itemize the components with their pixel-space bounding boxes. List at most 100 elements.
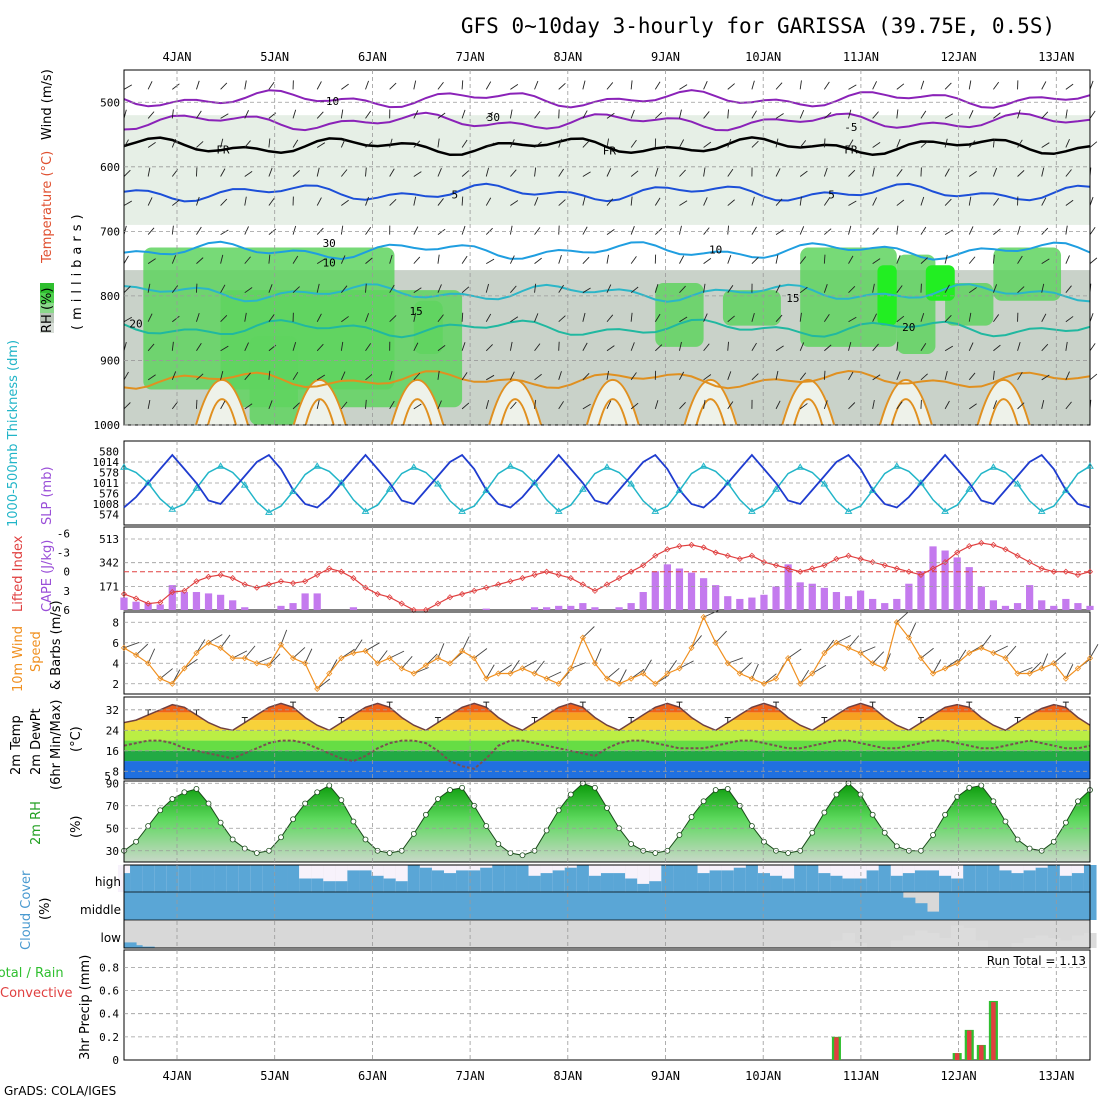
wind-barb: [461, 286, 470, 294]
wind-barb: [751, 342, 757, 352]
wind-speed-marker: [531, 670, 538, 677]
wind-speed-marker: [616, 680, 623, 687]
rh-tick: 50: [106, 822, 119, 835]
rh-marker: [724, 785, 731, 792]
li-marker: [785, 565, 792, 572]
li-marker: [845, 552, 852, 559]
wind-speed-marker: [676, 665, 683, 672]
rh-marker: [422, 811, 429, 818]
wind-barb: [823, 639, 835, 654]
wind-barb: [606, 370, 610, 380]
cape-bar: [204, 593, 213, 610]
cape-bar: [736, 598, 744, 610]
wind-speed-marker: [398, 665, 405, 672]
wind-barb: [703, 343, 710, 352]
wind-barb: [509, 225, 513, 235]
thickness-marker: [554, 507, 563, 514]
bottom-date-label: 5JAN: [260, 1069, 289, 1083]
wind-barb: [896, 109, 899, 119]
low-cloud-clear: [1047, 938, 1061, 948]
cape-bar: [132, 601, 140, 610]
low-cloud-clear: [975, 940, 988, 948]
wind-speed-marker: [700, 614, 707, 621]
wind-barb: [920, 647, 934, 659]
thickness-marker: [578, 485, 587, 492]
wind-barb: [775, 168, 781, 177]
wind-speed-marker: [133, 651, 140, 659]
wind-barb: [993, 314, 1000, 322]
wind-speed-marker: [374, 660, 381, 667]
cloud-cell: [902, 897, 916, 920]
wind-barb: [968, 196, 972, 206]
wind-barb: [630, 80, 633, 90]
wind-barb: [679, 169, 686, 177]
wind-barb: [220, 634, 231, 649]
cloud-cell: [939, 875, 952, 892]
wind-barb: [292, 286, 300, 294]
wind-barb: [1089, 313, 1094, 322]
cloud-cell: [142, 865, 155, 892]
cloud-cell: [914, 903, 928, 920]
cloud-cell: [709, 892, 723, 920]
li-marker: [495, 581, 502, 588]
wind-barb: [461, 255, 468, 264]
wind-barb: [944, 198, 952, 206]
wind-speed-marker: [591, 660, 598, 667]
precip-tick: 0.4: [99, 1008, 119, 1021]
wind-barb: [823, 400, 828, 410]
rh-marker: [145, 823, 152, 829]
wind-barb: [244, 372, 251, 381]
wind-barb: [244, 312, 247, 322]
wind-barb: [123, 255, 129, 264]
wind-barb: [872, 142, 881, 148]
wind-barb: [823, 197, 830, 206]
cloud-cell: [987, 865, 1000, 892]
rh-marker: [761, 838, 767, 845]
thickness-marker: [120, 463, 128, 470]
cloud-cell: [468, 892, 481, 920]
dewpt-label: 2m DewPt: [29, 708, 44, 775]
li-marker: [241, 581, 248, 588]
li-tick: 0: [63, 566, 70, 579]
wind-speed-marker: [471, 655, 478, 662]
wind-barb: [944, 370, 948, 380]
wind-barb: [244, 196, 247, 206]
wind-barb: [268, 284, 273, 293]
wind-barb: [509, 371, 515, 381]
wind-barb: [123, 285, 131, 294]
low-cloud-clear: [902, 935, 916, 948]
cloud-cell: [818, 892, 831, 920]
wind-speed-marker: [507, 670, 514, 677]
cloud-cell: [782, 892, 795, 920]
wind-barb: [703, 80, 708, 90]
wind-barb: [437, 112, 446, 119]
wind-barb: [703, 399, 706, 409]
wind-barb: [1089, 110, 1096, 119]
cloud-cell: [890, 875, 904, 892]
thickness-marker: [216, 462, 225, 469]
wind-barb: [606, 667, 620, 679]
wind-barb: [244, 342, 249, 351]
wind-barb: [968, 403, 977, 410]
wind-barb: [848, 635, 860, 649]
wind-barb: [413, 110, 419, 119]
cloud-cell: [492, 865, 505, 892]
cloud-cell: [637, 892, 650, 920]
precip-label: 3hr Precip (mm): [78, 955, 93, 1060]
thickness-marker: [868, 486, 877, 493]
wind-barb: [437, 228, 446, 235]
wind-barb: [341, 169, 348, 177]
wind-barb: [147, 258, 156, 265]
cloud-cell: [130, 892, 143, 920]
wind-speed-marker: [797, 680, 804, 687]
rh-marker: [893, 843, 900, 850]
wind-barb: [1065, 664, 1074, 679]
cloud-cell: [178, 865, 191, 892]
wind-barb: [823, 314, 830, 322]
cloud-cell: [963, 892, 976, 920]
li-marker: [519, 575, 526, 582]
wind-barb: [485, 400, 490, 409]
cloud-cell: [697, 892, 711, 920]
cloud-cell: [287, 892, 300, 920]
cloud-cell: [480, 867, 493, 892]
